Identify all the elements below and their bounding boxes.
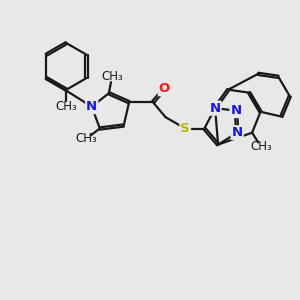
- Text: O: O: [159, 82, 170, 95]
- Text: CH₃: CH₃: [56, 100, 77, 113]
- Text: CH₃: CH₃: [250, 140, 272, 153]
- Text: N: N: [232, 126, 243, 139]
- Text: CH₃: CH₃: [76, 132, 97, 145]
- Text: S: S: [180, 122, 190, 135]
- Text: CH₃: CH₃: [101, 70, 123, 83]
- Text: N: N: [86, 100, 97, 113]
- Text: N: N: [209, 102, 221, 115]
- Text: N: N: [230, 104, 242, 117]
